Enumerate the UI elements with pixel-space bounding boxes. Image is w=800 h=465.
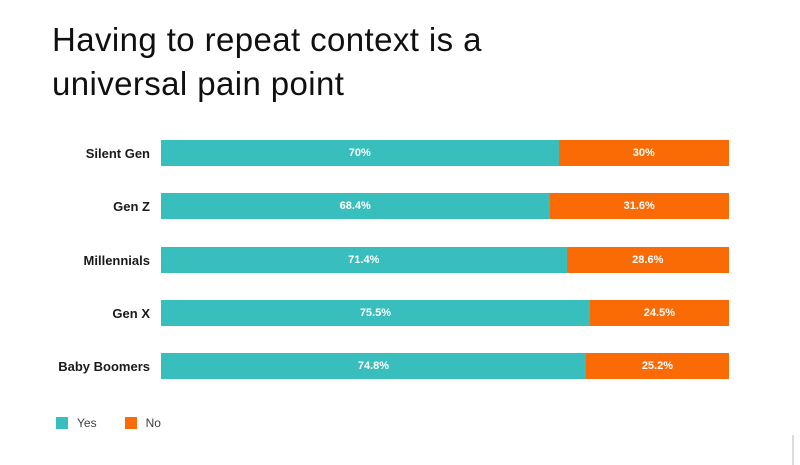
- bar-segment-no: 31.6%: [549, 193, 729, 219]
- chart-row: Gen X 75.5% 24.5%: [0, 300, 729, 326]
- chart-title: Having to repeat context is a universal …: [52, 18, 482, 106]
- data-label: 25.2%: [641, 360, 674, 372]
- legend-swatch-yes: [56, 417, 68, 429]
- chart-row: Millennials 71.4% 28.6%: [0, 247, 729, 273]
- chart-title-line1: Having to repeat context is a: [52, 21, 482, 58]
- data-label: 75.5%: [359, 307, 392, 319]
- bar-segment-no: 25.2%: [585, 353, 729, 379]
- scrollbar-fragment[interactable]: [792, 435, 794, 465]
- bar-segment-yes: 74.8%: [161, 353, 586, 379]
- bar-segment-yes: 70%: [161, 140, 559, 166]
- category-label: Gen Z: [113, 198, 150, 214]
- data-label: 28.6%: [632, 254, 664, 266]
- category-label: Millennials: [83, 252, 150, 268]
- bar-segment-yes: 75.5%: [161, 300, 590, 326]
- data-label: 70%: [348, 147, 371, 159]
- data-label: 71.4%: [348, 254, 380, 266]
- bar-track: 74.8% 25.2%: [161, 353, 729, 379]
- category-label: Silent Gen: [85, 145, 150, 161]
- chart-legend: Yes No: [56, 416, 161, 430]
- category-label: Gen X: [112, 305, 150, 321]
- legend-swatch-no: [124, 417, 137, 429]
- bar-track: 71.4% 28.6%: [161, 247, 729, 273]
- data-label: 68.4%: [339, 200, 371, 212]
- bar-track: 68.4% 31.6%: [161, 193, 729, 219]
- bar-track: 75.5% 24.5%: [161, 300, 729, 326]
- chart-title-line2: universal pain point: [52, 65, 345, 102]
- chart-row: Baby Boomers 74.8% 25.2%: [0, 353, 729, 379]
- chart-row: Silent Gen 70% 30%: [0, 140, 729, 166]
- legend-label-no: No: [145, 416, 161, 430]
- data-label: 31.6%: [623, 200, 655, 212]
- bar-segment-yes: 71.4%: [161, 247, 567, 273]
- category-label: Baby Boomers: [58, 358, 150, 374]
- legend-entry-no: No: [124, 416, 161, 430]
- legend-label-yes: Yes: [77, 416, 97, 430]
- bar-segment-no: 30%: [558, 140, 729, 166]
- bar-track: 70% 30%: [161, 140, 729, 166]
- chart-row: Gen Z 68.4% 31.6%: [0, 193, 729, 219]
- data-label: 74.8%: [357, 360, 390, 372]
- bar-segment-no: 28.6%: [566, 247, 729, 273]
- bar-segment-yes: 68.4%: [161, 193, 550, 219]
- data-label: 24.5%: [643, 307, 675, 319]
- legend-entry-yes: Yes: [56, 416, 97, 430]
- bar-segment-no: 24.5%: [589, 300, 729, 326]
- data-label: 30%: [632, 147, 655, 159]
